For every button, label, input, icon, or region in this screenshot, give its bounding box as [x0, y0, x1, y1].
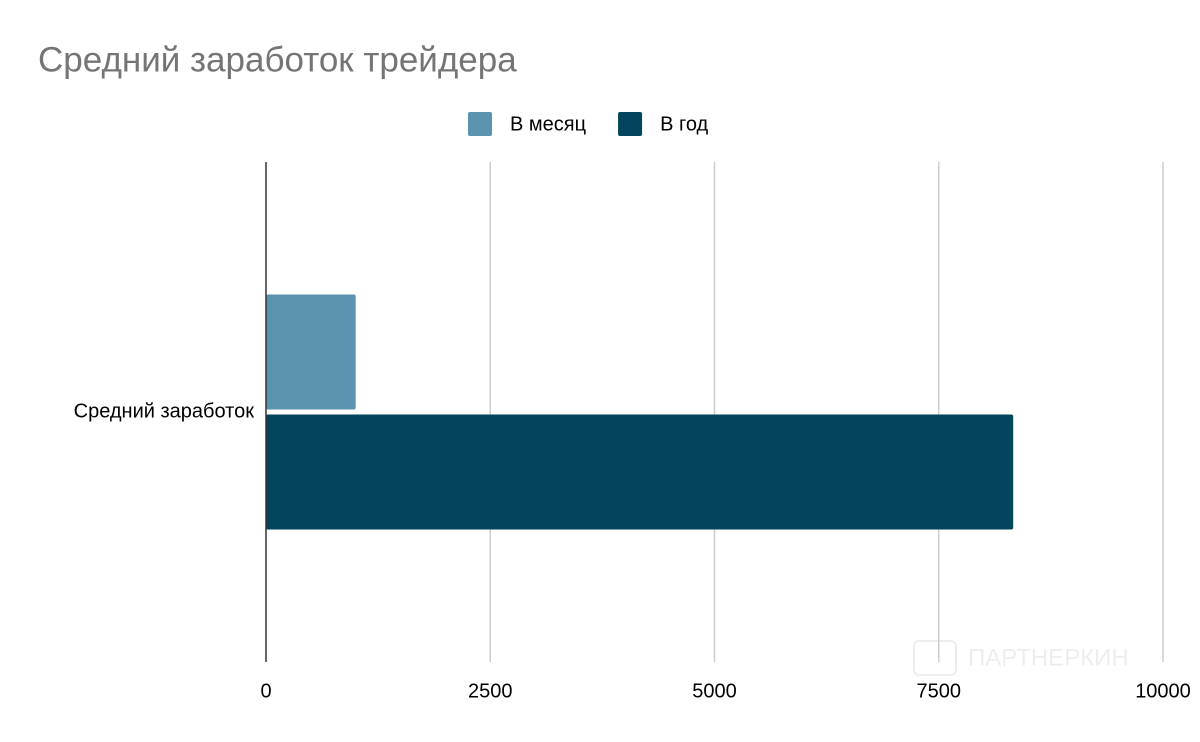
- x-tick-label: 5000: [692, 680, 737, 702]
- legend-label: В год: [660, 113, 708, 135]
- x-tick-label: 0: [260, 680, 271, 702]
- x-tick-label: 2500: [468, 680, 513, 702]
- x-tick-label: 10000: [1135, 680, 1191, 702]
- legend-swatch: [468, 112, 492, 136]
- x-tick-label: 7500: [917, 680, 962, 702]
- legend-label: В месяц: [510, 113, 586, 135]
- watermark: ПАРТНЕРКИН: [968, 644, 1129, 671]
- watermark-group: ПАРТНЕРКИН: [913, 640, 1129, 676]
- bar: [266, 414, 1014, 530]
- watermark-icon: [913, 640, 957, 676]
- chart-title: Средний заработок трейдера: [38, 40, 517, 79]
- y-tick-label: Средний заработок: [74, 400, 255, 422]
- legend-swatch: [618, 112, 643, 136]
- bar: [266, 294, 356, 410]
- legend: В месяц В год: [468, 112, 708, 136]
